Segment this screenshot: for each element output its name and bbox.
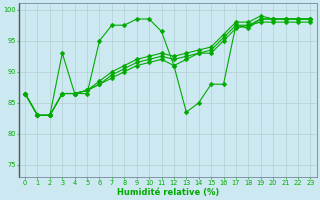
- X-axis label: Humidité relative (%): Humidité relative (%): [116, 188, 219, 197]
